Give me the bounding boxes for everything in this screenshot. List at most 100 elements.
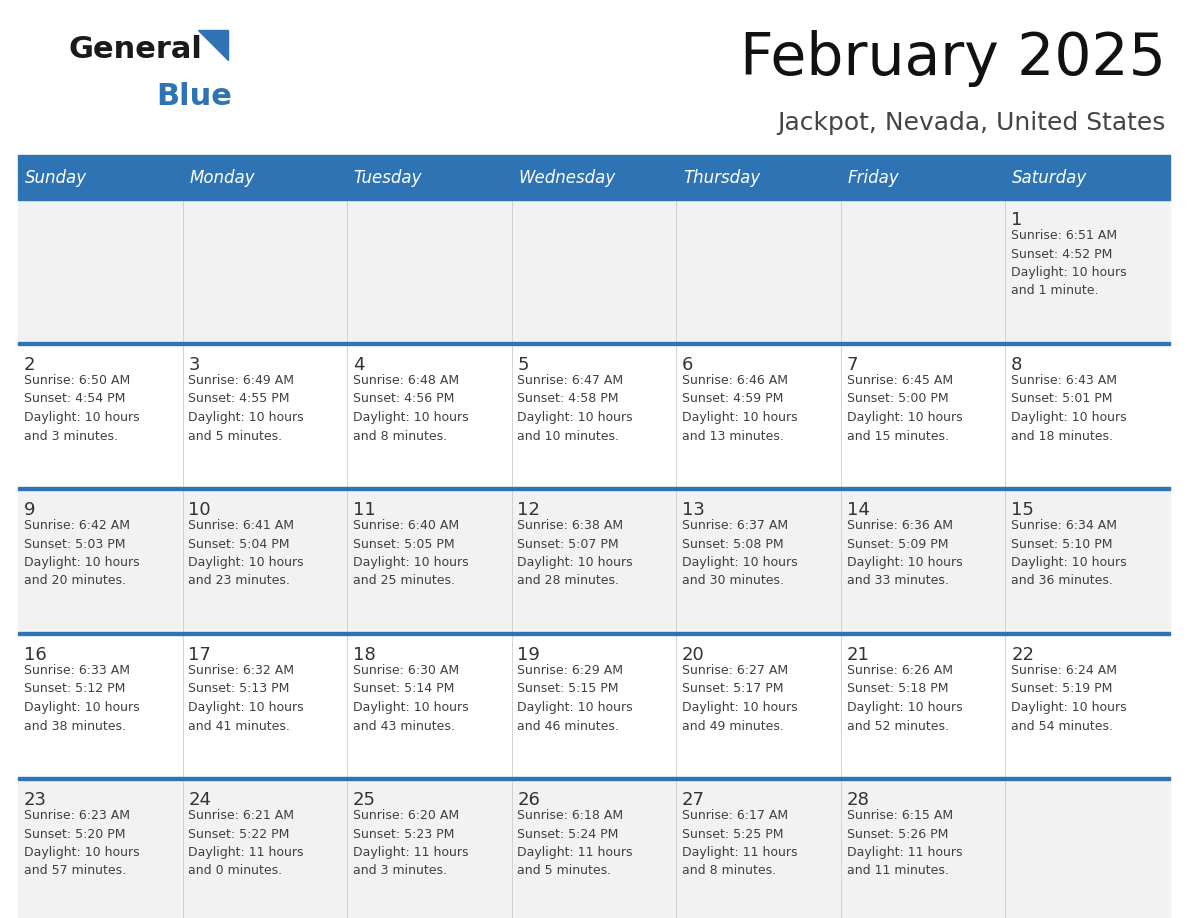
Text: and 13 minutes.: and 13 minutes. [682,430,784,442]
Polygon shape [198,30,228,60]
Text: 16: 16 [24,646,46,664]
Text: Daylight: 10 hours: Daylight: 10 hours [353,411,468,424]
Text: Sunrise: 6:24 AM: Sunrise: 6:24 AM [1011,664,1117,677]
Text: Daylight: 11 hours: Daylight: 11 hours [847,846,962,859]
Text: Sunrise: 6:47 AM: Sunrise: 6:47 AM [518,374,624,387]
Text: Sunrise: 6:38 AM: Sunrise: 6:38 AM [518,519,624,532]
Text: and 5 minutes.: and 5 minutes. [518,865,612,878]
Text: Sunset: 5:24 PM: Sunset: 5:24 PM [518,827,619,841]
Text: and 33 minutes.: and 33 minutes. [847,575,948,588]
Text: Sunrise: 6:50 AM: Sunrise: 6:50 AM [24,374,129,387]
Text: Sunset: 5:15 PM: Sunset: 5:15 PM [518,682,619,696]
Text: Daylight: 10 hours: Daylight: 10 hours [682,411,797,424]
Text: Wednesday: Wednesday [518,169,615,187]
Text: 28: 28 [847,791,870,809]
Bar [18,777,1170,779]
Text: Sunset: 5:03 PM: Sunset: 5:03 PM [24,538,125,551]
Text: Jackpot, Nevada, United States: Jackpot, Nevada, United States [778,111,1165,135]
Text: 11: 11 [353,501,375,519]
Text: 10: 10 [189,501,211,519]
Text: and 1 minute.: and 1 minute. [1011,285,1099,297]
Text: Sunset: 5:19 PM: Sunset: 5:19 PM [1011,682,1113,696]
Text: Sunset: 5:22 PM: Sunset: 5:22 PM [189,827,290,841]
Text: Sunset: 5:08 PM: Sunset: 5:08 PM [682,538,784,551]
Text: Daylight: 10 hours: Daylight: 10 hours [24,556,139,569]
Bar [18,342,1170,344]
Text: and 3 minutes.: and 3 minutes. [24,430,118,442]
Text: Sunset: 5:25 PM: Sunset: 5:25 PM [682,827,784,841]
Bar [18,777,1170,918]
Text: 20: 20 [682,646,704,664]
Bar [18,197,1170,199]
Text: 9: 9 [24,501,36,519]
Text: 13: 13 [682,501,704,519]
Text: and 8 minutes.: and 8 minutes. [682,865,776,878]
Text: Sunrise: 6:26 AM: Sunrise: 6:26 AM [847,664,953,677]
Text: Sunrise: 6:27 AM: Sunrise: 6:27 AM [682,664,788,677]
Text: 12: 12 [518,501,541,519]
Text: and 41 minutes.: and 41 minutes. [189,720,290,733]
Text: Daylight: 10 hours: Daylight: 10 hours [24,411,139,424]
Text: and 54 minutes.: and 54 minutes. [1011,720,1113,733]
Text: Sunrise: 6:34 AM: Sunrise: 6:34 AM [1011,519,1117,532]
Text: Sunset: 5:14 PM: Sunset: 5:14 PM [353,682,454,696]
Text: and 36 minutes.: and 36 minutes. [1011,575,1113,588]
Text: 24: 24 [189,791,211,809]
Bar [18,487,1170,489]
Text: 27: 27 [682,791,704,809]
Text: and 10 minutes.: and 10 minutes. [518,430,619,442]
Text: Sunrise: 6:40 AM: Sunrise: 6:40 AM [353,519,459,532]
Text: Daylight: 10 hours: Daylight: 10 hours [847,411,962,424]
Text: Daylight: 10 hours: Daylight: 10 hours [1011,701,1126,714]
Text: Sunrise: 6:37 AM: Sunrise: 6:37 AM [682,519,788,532]
Text: 3: 3 [189,356,200,374]
Text: Sunset: 5:00 PM: Sunset: 5:00 PM [847,393,948,406]
Text: Daylight: 10 hours: Daylight: 10 hours [189,411,304,424]
Text: Sunset: 5:23 PM: Sunset: 5:23 PM [353,827,454,841]
Text: Daylight: 10 hours: Daylight: 10 hours [518,556,633,569]
Bar [18,197,1170,342]
Text: Sunrise: 6:49 AM: Sunrise: 6:49 AM [189,374,295,387]
Text: Sunrise: 6:18 AM: Sunrise: 6:18 AM [518,809,624,822]
Text: and 38 minutes.: and 38 minutes. [24,720,126,733]
Text: and 49 minutes.: and 49 minutes. [682,720,784,733]
Text: Sunset: 5:04 PM: Sunset: 5:04 PM [189,538,290,551]
Text: and 23 minutes.: and 23 minutes. [189,575,290,588]
Text: Thursday: Thursday [683,169,760,187]
Bar [18,632,1170,777]
Text: Sunset: 5:13 PM: Sunset: 5:13 PM [189,682,290,696]
Text: 15: 15 [1011,501,1034,519]
Text: and 30 minutes.: and 30 minutes. [682,575,784,588]
Text: and 11 minutes.: and 11 minutes. [847,865,948,878]
Text: Sunday: Sunday [25,169,87,187]
Text: Sunset: 5:18 PM: Sunset: 5:18 PM [847,682,948,696]
Text: Sunrise: 6:15 AM: Sunrise: 6:15 AM [847,809,953,822]
Text: Sunset: 5:12 PM: Sunset: 5:12 PM [24,682,125,696]
Text: 8: 8 [1011,356,1023,374]
Text: Sunset: 5:07 PM: Sunset: 5:07 PM [518,538,619,551]
Bar [18,487,1170,632]
Text: February 2025: February 2025 [740,30,1165,87]
Text: Sunrise: 6:33 AM: Sunrise: 6:33 AM [24,664,129,677]
Text: and 15 minutes.: and 15 minutes. [847,430,948,442]
Text: Sunrise: 6:32 AM: Sunrise: 6:32 AM [189,664,295,677]
Text: Sunrise: 6:51 AM: Sunrise: 6:51 AM [1011,229,1117,242]
Text: Sunset: 5:09 PM: Sunset: 5:09 PM [847,538,948,551]
Text: Sunset: 5:10 PM: Sunset: 5:10 PM [1011,538,1113,551]
Text: Sunrise: 6:41 AM: Sunrise: 6:41 AM [189,519,295,532]
Text: and 18 minutes.: and 18 minutes. [1011,430,1113,442]
Text: and 52 minutes.: and 52 minutes. [847,720,948,733]
Text: Sunrise: 6:20 AM: Sunrise: 6:20 AM [353,809,459,822]
Text: 23: 23 [24,791,46,809]
Text: General: General [68,35,202,64]
Text: Sunrise: 6:23 AM: Sunrise: 6:23 AM [24,809,129,822]
Text: and 8 minutes.: and 8 minutes. [353,430,447,442]
Text: Daylight: 11 hours: Daylight: 11 hours [353,846,468,859]
Text: 4: 4 [353,356,365,374]
Text: 1: 1 [1011,211,1023,229]
Text: Sunrise: 6:30 AM: Sunrise: 6:30 AM [353,664,459,677]
Text: 18: 18 [353,646,375,664]
Text: and 0 minutes.: and 0 minutes. [189,865,283,878]
Text: Monday: Monday [189,169,254,187]
Text: Daylight: 10 hours: Daylight: 10 hours [353,556,468,569]
